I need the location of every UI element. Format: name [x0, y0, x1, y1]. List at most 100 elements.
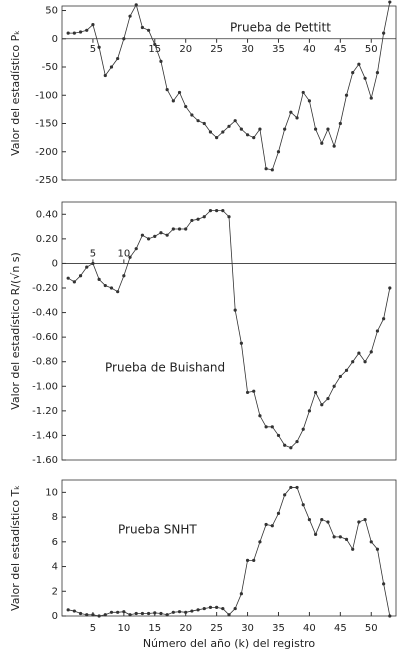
data-point	[289, 110, 293, 114]
data-point	[85, 28, 89, 32]
data-point	[78, 611, 83, 616]
y-tick-label: 2	[52, 586, 58, 597]
data-point	[252, 558, 256, 562]
y-tick-label: -100	[35, 90, 58, 101]
data-point	[171, 99, 175, 103]
data-point	[245, 558, 250, 562]
data-point	[264, 425, 268, 429]
data-point	[276, 511, 281, 515]
data-point	[239, 127, 243, 131]
data-point	[375, 547, 380, 551]
data-point	[344, 368, 349, 372]
data-point	[221, 130, 225, 134]
data-point	[97, 277, 101, 281]
plot-frame	[61, 201, 397, 461]
data-point	[295, 439, 299, 444]
data-point	[283, 493, 287, 497]
data-point	[116, 610, 120, 614]
data-point	[351, 547, 355, 551]
data-point	[215, 136, 219, 140]
data-point	[283, 127, 287, 131]
data-point	[72, 609, 76, 613]
data-point	[153, 234, 157, 238]
data-point	[320, 403, 324, 407]
data-point	[134, 3, 138, 7]
data-point	[184, 104, 188, 109]
data-point	[208, 605, 213, 609]
data-point	[233, 606, 237, 611]
data-point	[97, 614, 101, 618]
data-point	[116, 290, 120, 294]
data-point	[363, 76, 367, 80]
data-point	[369, 350, 373, 354]
data-point	[270, 425, 274, 429]
data-point	[239, 341, 243, 345]
y-axis-label: Valor del estadístico Tₖ	[9, 485, 22, 611]
data-point	[313, 127, 318, 131]
data-point	[159, 59, 163, 63]
data-point	[289, 485, 293, 490]
data-point	[289, 446, 293, 450]
annotation: Prueba SNHT	[118, 523, 197, 537]
data-point	[202, 606, 206, 611]
data-point	[91, 261, 95, 266]
data-point	[351, 71, 355, 75]
data-point	[66, 608, 70, 612]
data-point	[208, 130, 213, 134]
y-tick-label: -250	[35, 175, 58, 186]
y-tick-label: 4	[52, 562, 58, 573]
data-point	[72, 31, 76, 35]
data-point	[177, 610, 182, 614]
y-tick-label: -1.60	[32, 455, 58, 466]
annotation: Prueba de Pettitt	[230, 21, 331, 35]
x-tick-label: 50	[365, 623, 378, 634]
x-tick-label: 20	[179, 623, 192, 634]
data-point	[159, 231, 163, 235]
data-point	[122, 274, 126, 278]
y-tick-label: 10	[45, 487, 58, 498]
data-point	[190, 609, 194, 613]
data-point	[369, 540, 373, 544]
x-tick-label: 5	[90, 44, 96, 55]
data-point	[196, 217, 200, 221]
x-tick-label: 30	[241, 44, 254, 55]
data-point	[276, 150, 281, 154]
data-point	[177, 227, 182, 231]
x-tick-label: 5	[90, 248, 96, 259]
data-point	[122, 610, 126, 614]
data-point	[215, 605, 219, 609]
data-point	[357, 351, 361, 355]
data-point	[233, 308, 237, 312]
data-point	[146, 28, 151, 32]
x-tick-label: 45	[334, 44, 347, 55]
y-tick-label: -1.40	[32, 430, 58, 441]
data-point	[190, 113, 194, 117]
data-point	[295, 485, 299, 490]
data-point	[97, 45, 101, 49]
y-tick-label: -0.80	[32, 357, 58, 368]
data-point	[78, 30, 83, 34]
data-point	[332, 144, 336, 148]
data-point	[140, 25, 145, 30]
data-point	[245, 133, 250, 137]
x-tick-label: 10	[117, 623, 130, 634]
data-point	[369, 96, 373, 100]
y-tick-label: -1.00	[32, 381, 58, 392]
data-point	[227, 215, 231, 219]
data-point	[301, 427, 305, 431]
data-point	[109, 610, 114, 614]
data-point	[146, 237, 151, 241]
x-tick-label: 15	[148, 44, 161, 55]
x-tick-label: 15	[148, 623, 161, 634]
data-point	[208, 209, 213, 213]
data-point	[307, 517, 312, 522]
data-point	[332, 535, 336, 539]
data-point	[128, 613, 132, 617]
data-point	[375, 71, 380, 75]
data-point	[252, 136, 256, 140]
data-point	[202, 215, 206, 219]
data-point	[109, 65, 114, 69]
data-point	[375, 329, 380, 333]
data-point	[233, 119, 237, 123]
